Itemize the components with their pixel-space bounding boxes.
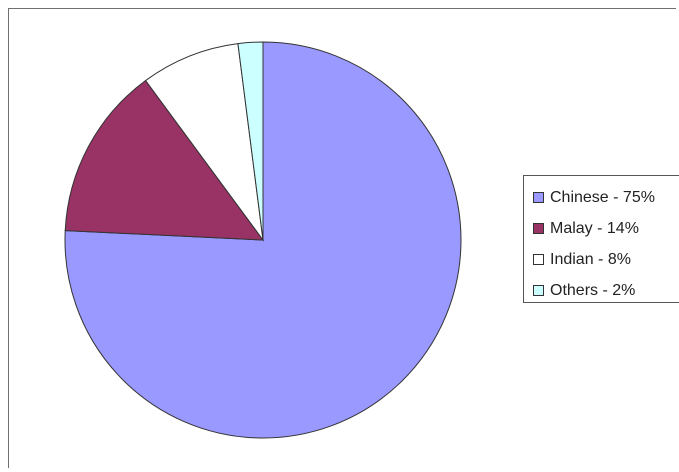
legend-swatch-indian bbox=[533, 254, 544, 265]
pie-slice-chinese bbox=[64, 41, 462, 439]
legend-swatch-chinese bbox=[533, 192, 544, 203]
pie-slices bbox=[64, 41, 462, 439]
legend-item-malay: Malay - 14% bbox=[533, 213, 679, 244]
legend-item-indian: Indian - 8% bbox=[533, 244, 679, 275]
pie-slice-malay bbox=[64, 79, 265, 241]
legend-item-chinese: Chinese - 75% bbox=[533, 182, 679, 213]
legend-swatch-others bbox=[533, 285, 544, 296]
legend-swatch-malay bbox=[533, 223, 544, 234]
legend-label-indian: Indian - 8% bbox=[550, 250, 631, 268]
legend-item-others: Others - 2% bbox=[533, 275, 679, 306]
pie-slice-others bbox=[237, 41, 264, 241]
pie-slice-indian bbox=[144, 43, 264, 242]
legend-label-chinese: Chinese - 75% bbox=[550, 188, 655, 206]
legend-label-others: Others - 2% bbox=[550, 281, 636, 299]
legend-label-malay: Malay - 14% bbox=[550, 219, 639, 237]
chart-legend: Chinese - 75% Malay - 14% Indian - 8% Ot… bbox=[523, 175, 679, 303]
